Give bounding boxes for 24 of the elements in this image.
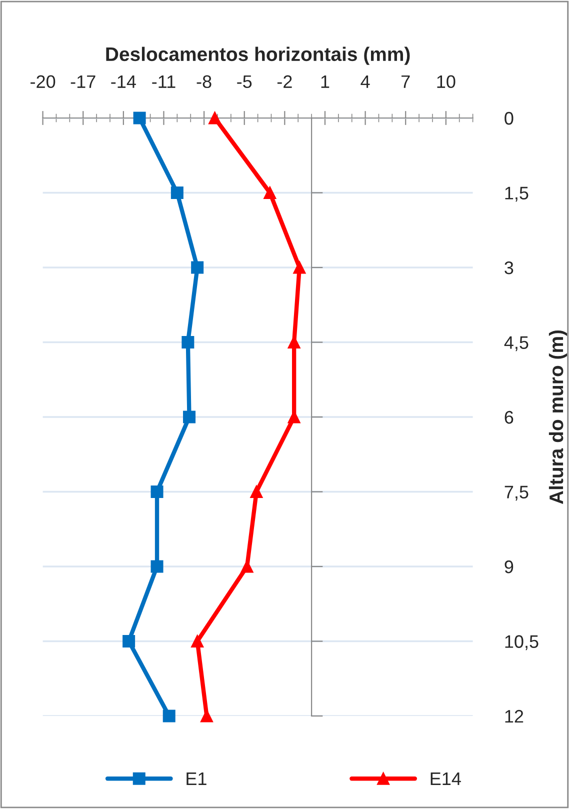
x-tick-label: -5	[237, 75, 252, 88]
x-tick-label: -20	[30, 75, 56, 88]
x-tick-label: -11	[152, 75, 176, 88]
x-tick-label: -8	[196, 75, 212, 88]
x-tick-label: 1	[321, 75, 330, 88]
x-tick-label: -2	[277, 75, 292, 88]
y-tick-label: 1,5	[505, 186, 528, 202]
x-tick-label: 10	[437, 75, 456, 88]
y-tick-label: 0	[504, 112, 514, 125]
x-tick-label: 4	[360, 75, 370, 88]
y-tick-label: 6	[504, 410, 514, 424]
x-tick-label: 7	[402, 75, 410, 88]
x-axis-title: Deslocamentos horizontais (mm)	[106, 46, 410, 65]
x-tick-label: -17	[70, 75, 96, 88]
y-tick-label: 10,5	[505, 635, 538, 650]
y-tick-label: 3	[504, 261, 514, 274]
y-tick-label: 7,5	[504, 486, 528, 501]
legend-label: E1	[186, 772, 206, 785]
y-tick-label: 4,5	[504, 336, 528, 352]
y-tick-label: 9	[504, 560, 514, 574]
y-tick-label: 12	[505, 710, 524, 723]
legend-label: E14	[430, 772, 461, 785]
y-axis-title: Altura do muro (m)	[548, 330, 568, 504]
x-tick-label: -14	[111, 75, 136, 88]
